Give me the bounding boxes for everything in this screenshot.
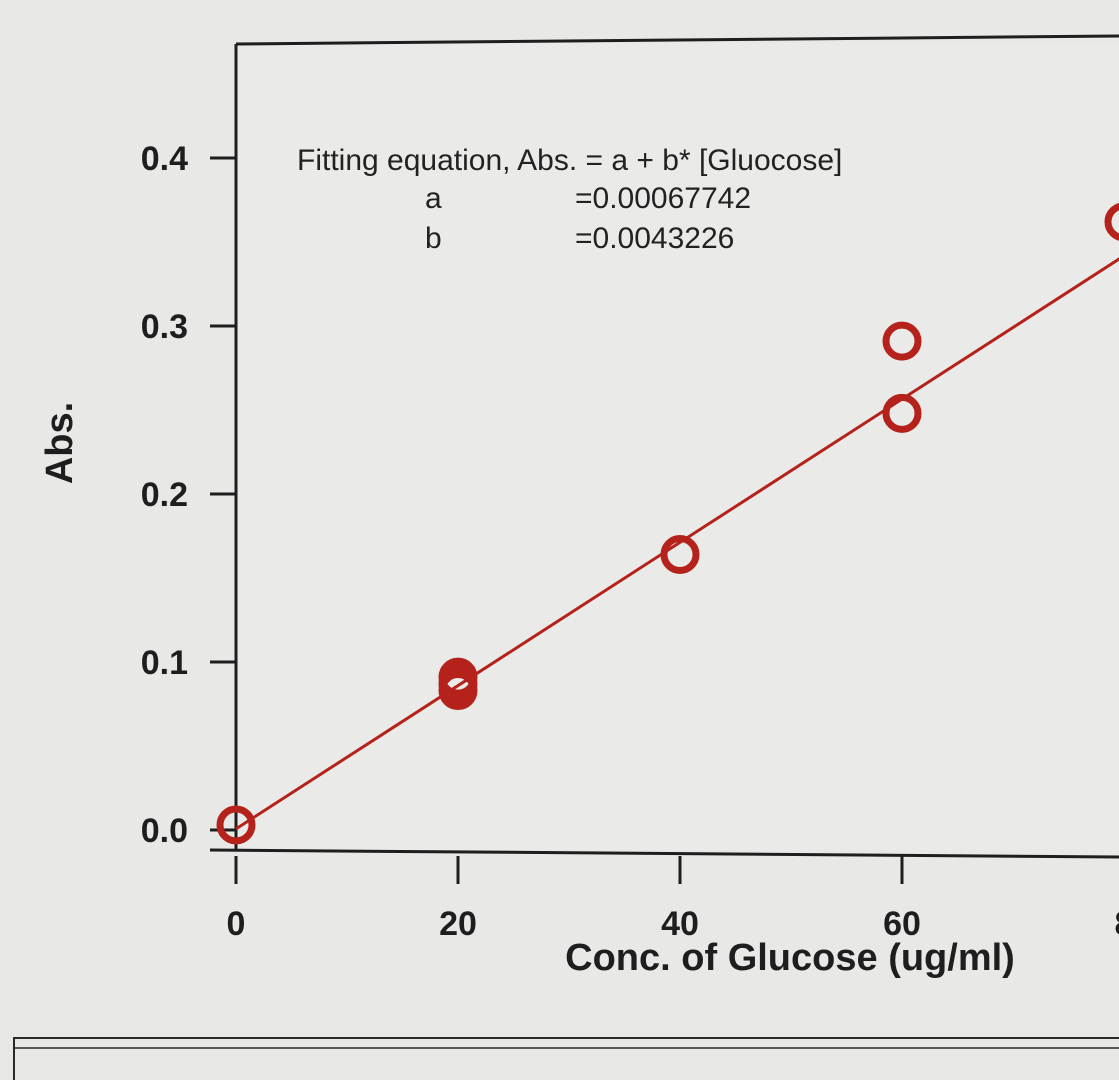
- data-points: [216, 202, 1119, 845]
- data-point: [882, 393, 922, 433]
- y-tick-label: 0.1: [141, 644, 188, 682]
- equation-text: Fitting equation, Abs. = a + b* [Gluocos…: [297, 144, 842, 177]
- coef-a-label: a: [425, 182, 442, 215]
- data-point: [438, 657, 478, 697]
- plot-area: [236, 43, 1119, 850]
- x-axis-title: Conc. of Glucose (ug/ml): [565, 937, 1015, 979]
- coef-b-label: b: [425, 222, 442, 255]
- y-axis-title: Abs.: [39, 402, 81, 484]
- data-point: [1104, 202, 1119, 241]
- x-tick-label: 0: [227, 905, 246, 943]
- data-point: [660, 534, 700, 574]
- y-tick-label: 0.4: [141, 140, 188, 178]
- x-tick-label: 20: [439, 905, 477, 943]
- y-tick-label: 0.2: [141, 476, 188, 514]
- coef-b-value: =0.0043226: [575, 222, 734, 255]
- x-axis-line: [209, 848, 1119, 859]
- x-axis-ticks: 0 20 40 60 8: [227, 856, 1119, 943]
- x-tick-label: 40: [661, 905, 699, 943]
- y-tick-label: 0.0: [141, 812, 188, 850]
- y-axis-ticks: 0.0 0.1 0.2 0.3 0.4: [141, 140, 236, 850]
- data-point: [882, 321, 922, 361]
- x-tick-label: 60: [883, 905, 921, 943]
- x-tick-label: 8: [1115, 905, 1119, 943]
- plot-top-border: [235, 34, 1119, 46]
- y-tick-label: 0.3: [141, 308, 188, 346]
- bottom-frame: [13, 1037, 1119, 1080]
- coef-a-value: =0.00067742: [575, 182, 751, 215]
- data-point: [216, 805, 256, 845]
